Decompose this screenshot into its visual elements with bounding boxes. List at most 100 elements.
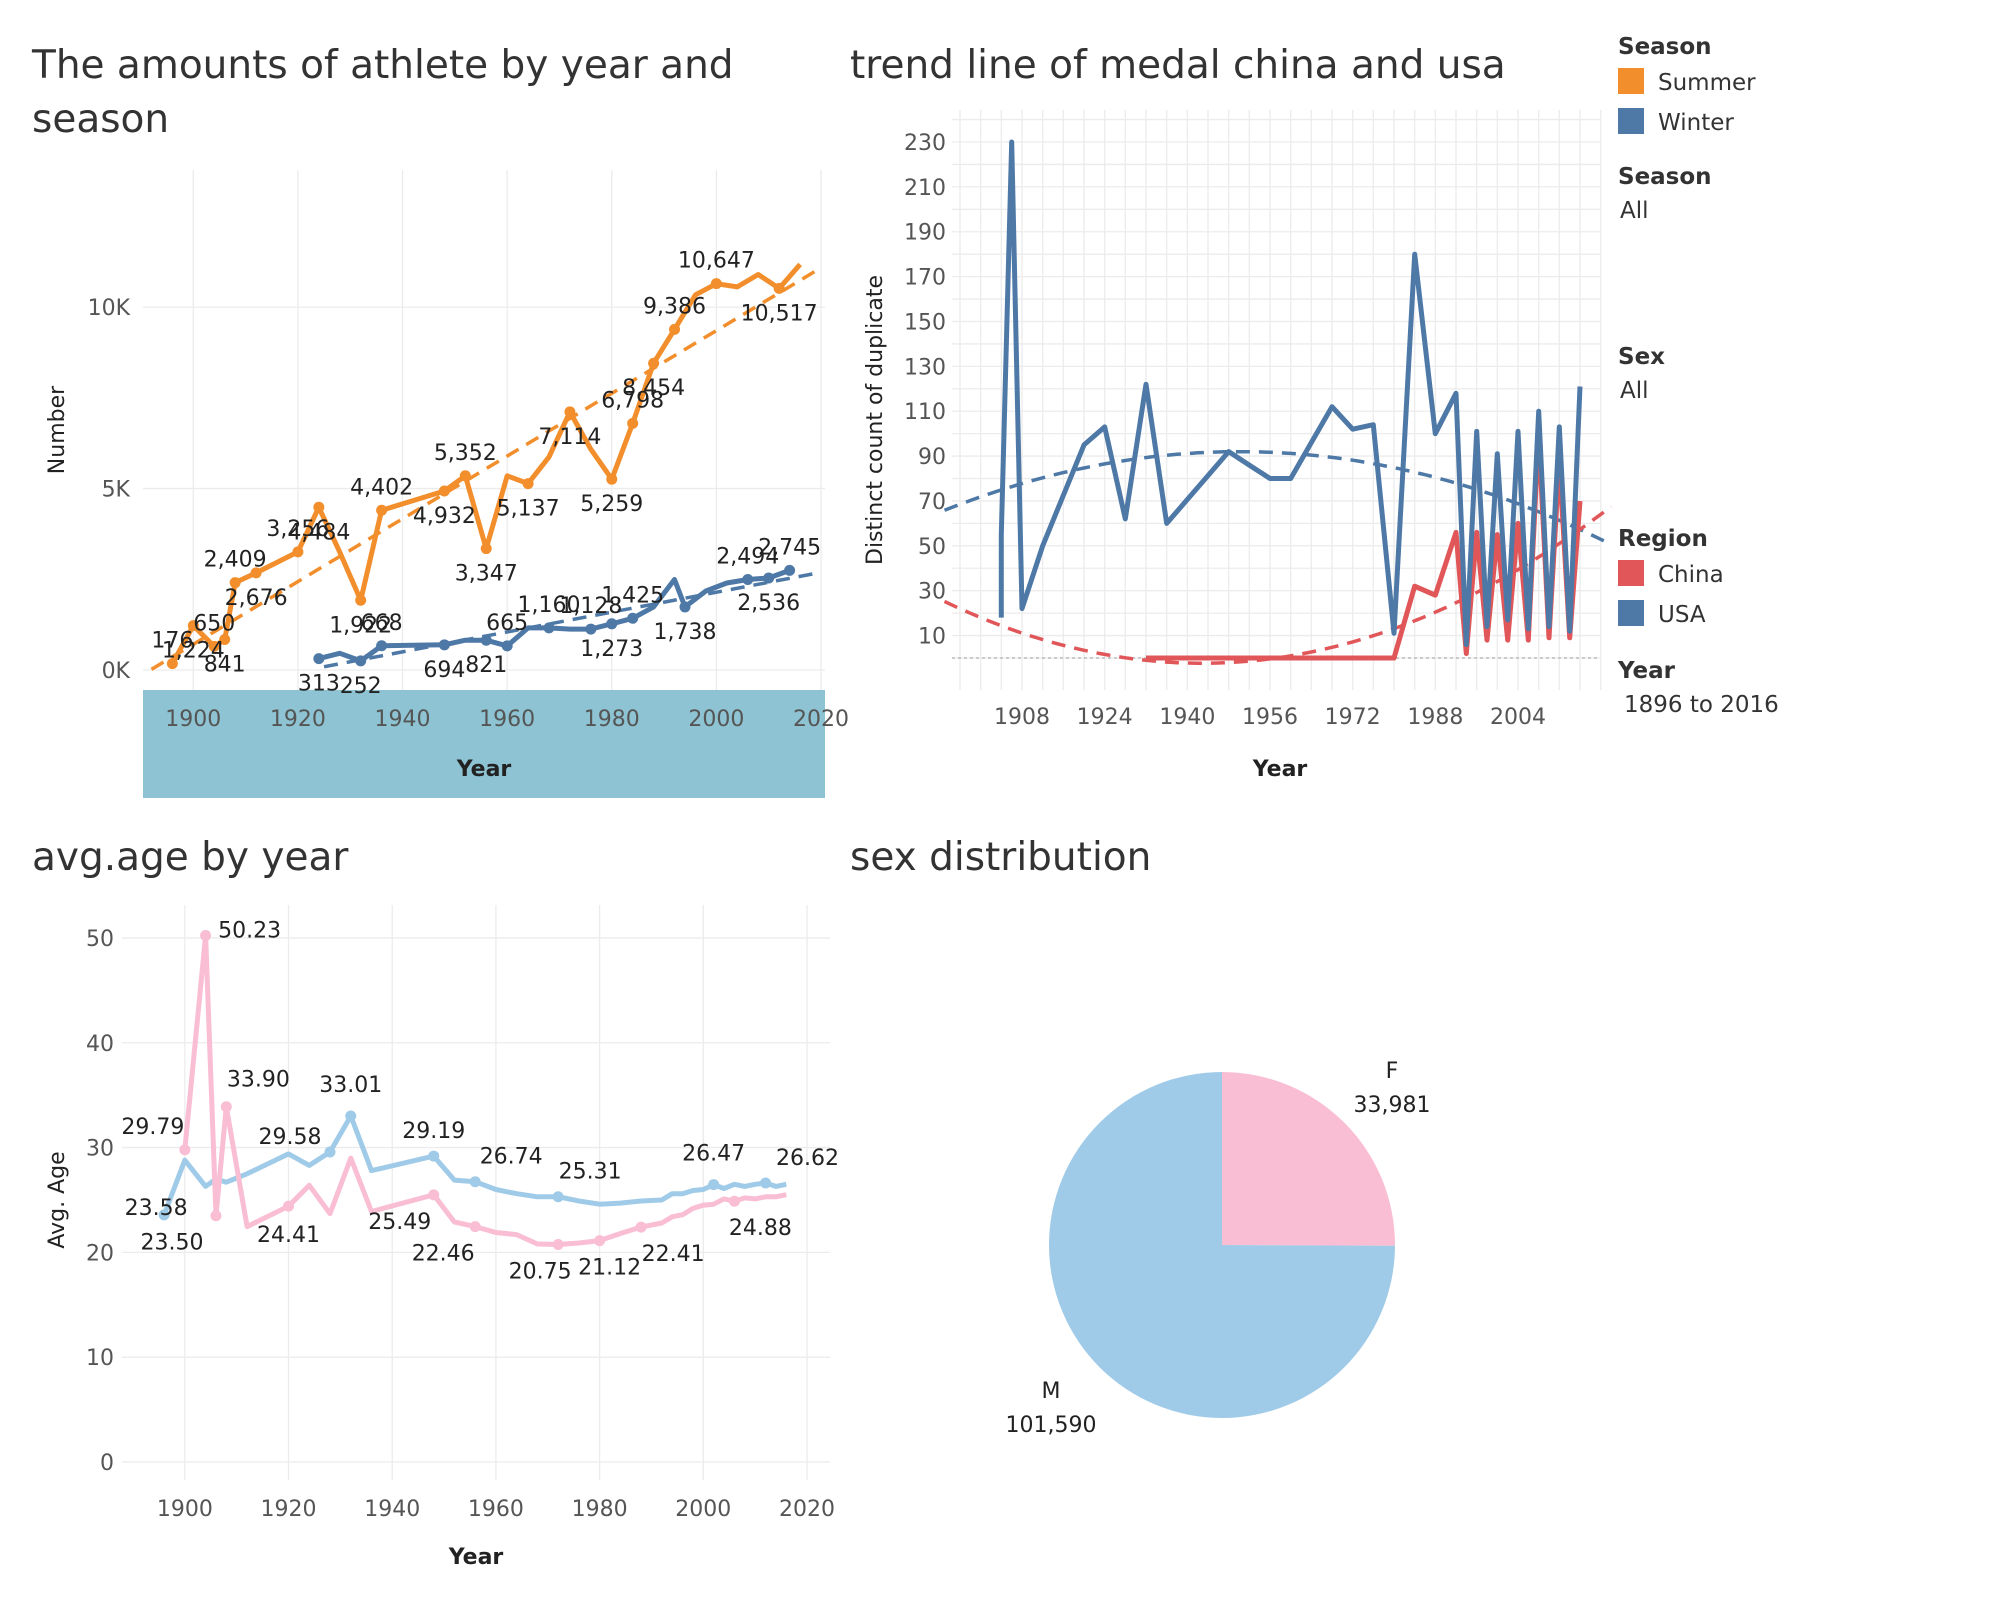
- summer-point[interactable]: [292, 546, 304, 558]
- female-age-point[interactable]: [469, 1221, 481, 1233]
- male-age-point[interactable]: [760, 1177, 772, 1189]
- summer-point[interactable]: [208, 640, 220, 652]
- winter-point[interactable]: [585, 623, 597, 635]
- male-age-point[interactable]: [158, 1209, 170, 1221]
- chart2-x-tick: 1956: [1242, 705, 1298, 730]
- summer-point[interactable]: [773, 282, 785, 294]
- winter-legend-label[interactable]: Winter: [1658, 110, 1734, 136]
- chart2-y-tick: 50: [918, 535, 946, 560]
- winter-point[interactable]: [784, 564, 796, 576]
- chart1-x-tick: 1920: [270, 707, 326, 732]
- winter-point[interactable]: [376, 640, 388, 652]
- winter-data-label: 2,745: [758, 535, 821, 560]
- china-swatch[interactable]: [1618, 560, 1644, 586]
- chart3-y-tick: 0: [100, 1451, 114, 1476]
- winter-point[interactable]: [501, 640, 513, 652]
- summer-swatch[interactable]: [1618, 68, 1644, 94]
- male-age-point[interactable]: [324, 1146, 336, 1158]
- summer-point[interactable]: [250, 567, 262, 579]
- season-filter-value[interactable]: All: [1620, 198, 1649, 224]
- summer-point[interactable]: [522, 478, 534, 490]
- summer-point[interactable]: [166, 658, 178, 670]
- winter-swatch[interactable]: [1618, 108, 1644, 134]
- summer-point[interactable]: [459, 470, 471, 482]
- winter-point[interactable]: [313, 653, 325, 665]
- winter-point[interactable]: [543, 622, 555, 634]
- chart2-y-tick: 90: [918, 445, 946, 470]
- summer-point[interactable]: [606, 473, 618, 485]
- chart1-x-tick: 1940: [375, 707, 431, 732]
- female-age-point[interactable]: [428, 1189, 440, 1201]
- summer-point[interactable]: [564, 406, 576, 418]
- chart2-y-tick: 110: [904, 400, 946, 425]
- summer-point[interactable]: [480, 543, 492, 555]
- male-age-label: 25.31: [559, 1160, 622, 1185]
- winter-point[interactable]: [627, 612, 639, 624]
- female-age-point[interactable]: [200, 930, 212, 942]
- male-age-point[interactable]: [428, 1150, 440, 1162]
- male-age-point[interactable]: [345, 1110, 357, 1122]
- usa-legend-label[interactable]: USA: [1658, 602, 1706, 628]
- winter-point[interactable]: [355, 655, 367, 667]
- female-age-point[interactable]: [594, 1235, 606, 1247]
- winter-point[interactable]: [480, 634, 492, 646]
- pie-slice-m[interactable]: [1049, 1072, 1395, 1418]
- summer-point[interactable]: [313, 501, 325, 513]
- chart2-y-tick: 130: [904, 355, 946, 380]
- year-axis-band[interactable]: [143, 690, 825, 798]
- chart2-x-tick: 1972: [1325, 705, 1381, 730]
- summer-data-label: 841: [204, 652, 246, 677]
- female-age-label: 21.12: [578, 1256, 641, 1281]
- summer-data-label: 5,259: [580, 492, 643, 517]
- summer-point[interactable]: [648, 357, 660, 369]
- chart2-x-axis-title: Year: [1252, 757, 1308, 782]
- summer-legend-label[interactable]: Summer: [1658, 70, 1756, 96]
- summer-point[interactable]: [355, 594, 367, 606]
- summer-point[interactable]: [627, 417, 639, 429]
- female-age-point[interactable]: [220, 1101, 232, 1113]
- female-age-point[interactable]: [179, 1144, 191, 1156]
- year-filter-title: Year: [1617, 658, 1676, 684]
- pie-slice-f[interactable]: [1222, 1072, 1396, 1246]
- male-age-point[interactable]: [552, 1191, 564, 1203]
- male-age-point[interactable]: [469, 1176, 481, 1188]
- summer-point[interactable]: [669, 323, 681, 335]
- chart2-x-tick: 1924: [1077, 705, 1133, 730]
- summer-point[interactable]: [710, 278, 722, 290]
- winter-trend-line: [323, 570, 822, 669]
- summer-data-label: 5,352: [434, 441, 497, 466]
- chart4-title: sex distribution: [850, 835, 1151, 880]
- male-age-point[interactable]: [708, 1179, 720, 1191]
- summer-point[interactable]: [229, 577, 241, 589]
- chart3-title: avg.age by year: [32, 835, 349, 880]
- sex-filter-value[interactable]: All: [1620, 378, 1649, 404]
- winter-point[interactable]: [679, 601, 691, 613]
- usa-swatch[interactable]: [1618, 600, 1644, 626]
- winter-series-line[interactable]: [318, 568, 791, 664]
- female-age-point[interactable]: [635, 1221, 647, 1233]
- female-age-point[interactable]: [728, 1195, 740, 1207]
- pie-label-m: M: [1042, 1379, 1061, 1404]
- summer-point[interactable]: [376, 504, 388, 516]
- year-filter-value[interactable]: 1896 to 2016: [1624, 692, 1779, 718]
- winter-point[interactable]: [606, 618, 618, 630]
- summer-trend-line: [150, 266, 822, 671]
- summer-series-line[interactable]: [170, 262, 802, 665]
- female-age-point[interactable]: [283, 1200, 295, 1212]
- chart1-x-tick: 1980: [584, 707, 640, 732]
- chart3-x-tick: 2020: [779, 1497, 835, 1522]
- summer-point[interactable]: [187, 620, 199, 632]
- summer-point[interactable]: [438, 485, 450, 497]
- chart3-x-tick: 1900: [157, 1497, 213, 1522]
- china-legend-label[interactable]: China: [1658, 562, 1724, 588]
- chart2-title: trend line of medal china and usa: [850, 43, 1506, 88]
- female-age-point[interactable]: [552, 1239, 564, 1251]
- avg-age-chart: 1900 1920 1940 1960 1980 2000 202001020304050 …: [45, 905, 839, 1570]
- female-age-point[interactable]: [210, 1210, 222, 1222]
- usa-series-line[interactable]: [998, 139, 1583, 647]
- summer-data-label: 650: [193, 611, 235, 636]
- winter-point[interactable]: [742, 574, 754, 586]
- summer-point[interactable]: [219, 633, 231, 645]
- winter-point[interactable]: [763, 572, 775, 584]
- winter-point[interactable]: [438, 639, 450, 651]
